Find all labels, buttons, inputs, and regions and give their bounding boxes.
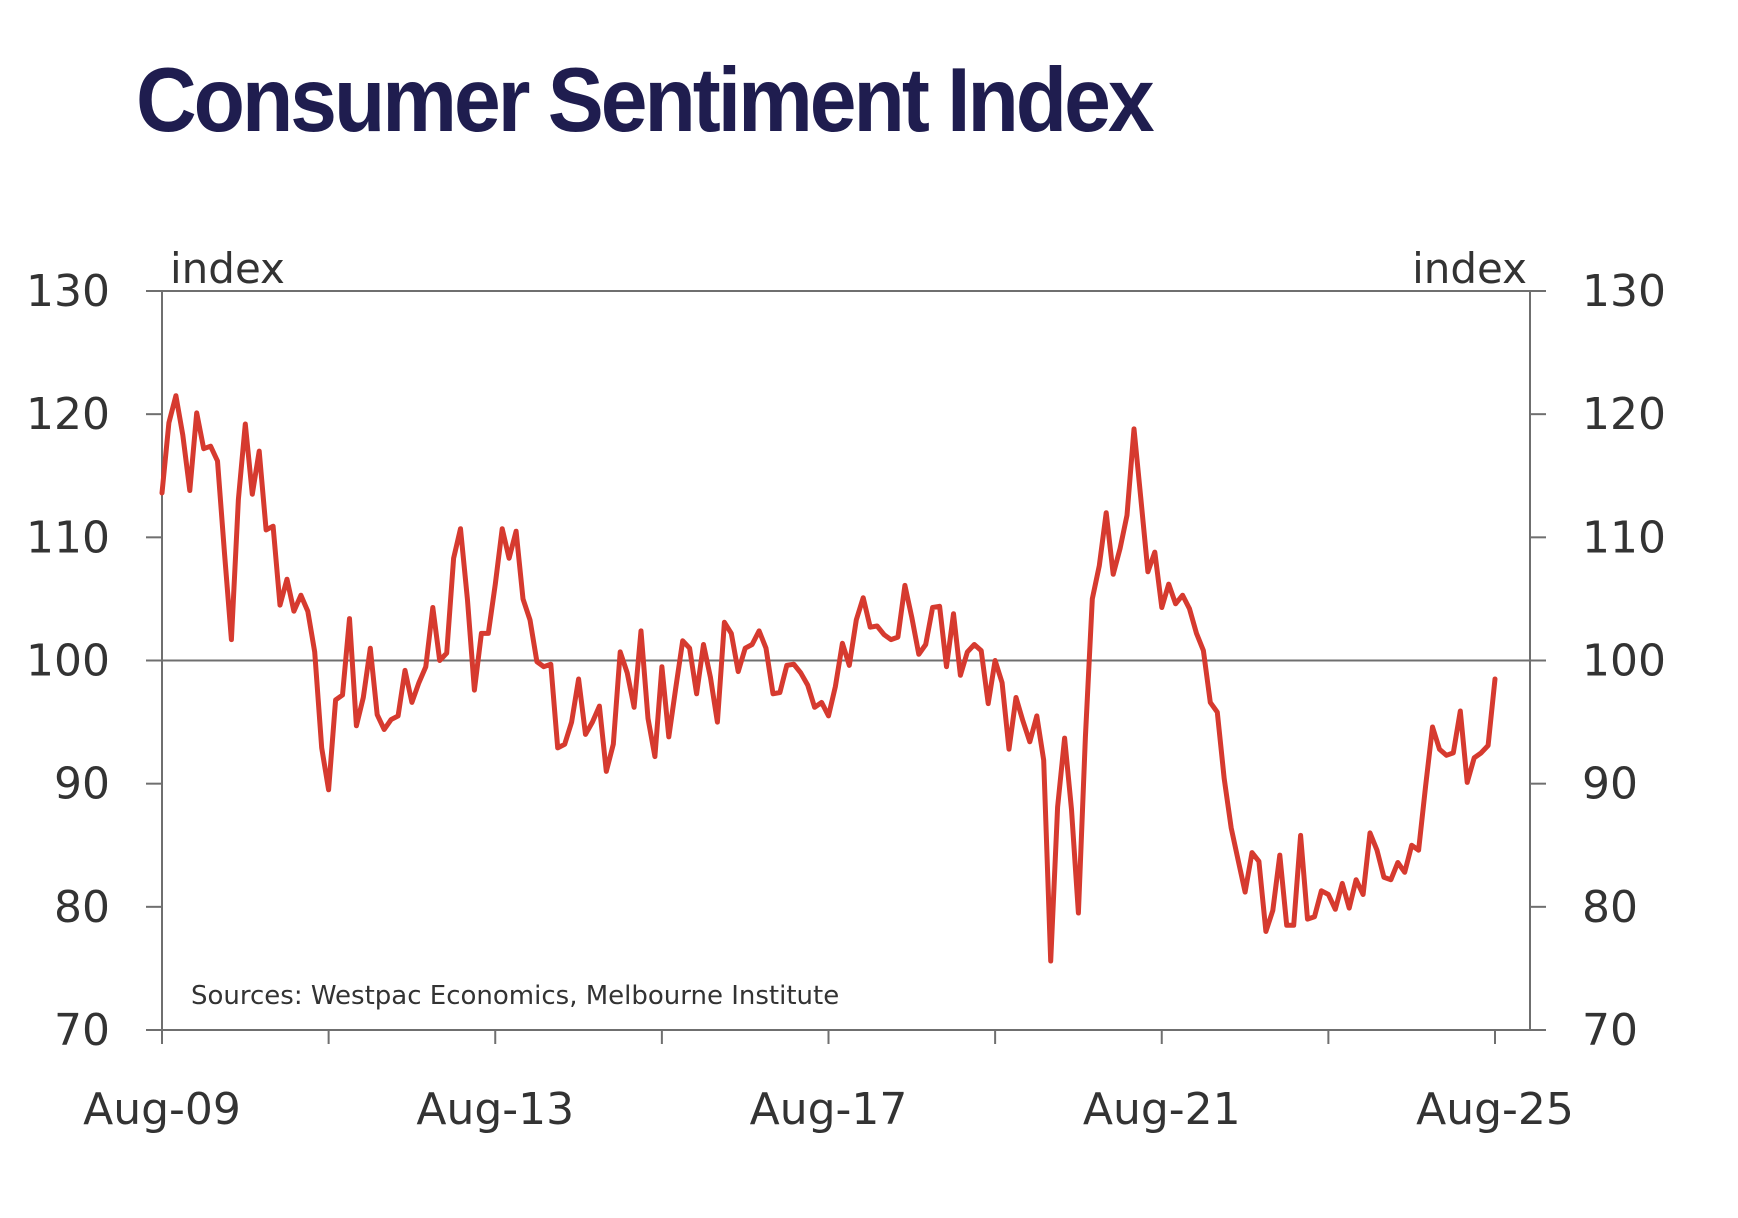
left-y-tick-label: 80 xyxy=(54,882,110,933)
right-y-tick-label: 120 xyxy=(1582,389,1666,440)
right-y-tick-label: 110 xyxy=(1582,512,1666,563)
right-axis-unit-label: index xyxy=(1412,244,1527,293)
left-y-tick-label: 90 xyxy=(54,759,110,810)
right-y-tick-label: 100 xyxy=(1582,636,1666,687)
x-tick-label: Aug-17 xyxy=(750,1084,908,1135)
source-note: Sources: Westpac Economics, Melbourne In… xyxy=(191,981,839,1011)
x-tick-label: Aug-13 xyxy=(416,1084,574,1135)
x-tick-label: Aug-25 xyxy=(1416,1084,1574,1135)
right-y-tick-label: 70 xyxy=(1582,1005,1638,1056)
left-y-tick-label: 130 xyxy=(26,266,110,317)
right-y-tick-label: 80 xyxy=(1582,882,1638,933)
left-axis-unit-label: index xyxy=(170,244,285,293)
left-y-tick-label: 70 xyxy=(54,1005,110,1056)
right-y-tick-label: 130 xyxy=(1582,266,1666,317)
left-y-tick-label: 120 xyxy=(26,389,110,440)
x-tick-label: Aug-09 xyxy=(83,1084,241,1135)
left-y-tick-label: 110 xyxy=(26,512,110,563)
x-tick-label: Aug-21 xyxy=(1083,1084,1241,1135)
right-y-tick-label: 90 xyxy=(1582,759,1638,810)
sentiment-series-line xyxy=(159,393,1498,964)
left-y-tick-label: 100 xyxy=(26,636,110,687)
chart-title: Consumer Sentiment Index xyxy=(136,49,1155,151)
